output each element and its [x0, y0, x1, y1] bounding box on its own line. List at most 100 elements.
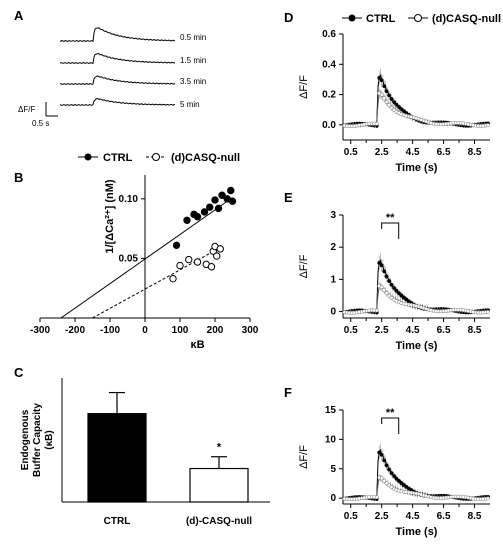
- panel-a-traces: [59, 27, 176, 106]
- point-null: [379, 285, 384, 290]
- point-null: [486, 123, 491, 128]
- point-ctrl: [397, 478, 401, 483]
- trace-2: [59, 52, 176, 64]
- b-point: [218, 191, 226, 199]
- b-xtick-label: 200: [207, 325, 224, 336]
- y-tick-label: 2: [330, 242, 336, 253]
- c-bar: [87, 413, 147, 503]
- point-ctrl: [379, 78, 384, 83]
- point-null: [379, 92, 384, 97]
- x-tick-label: 8.5: [468, 511, 482, 522]
- b-point: [207, 263, 216, 271]
- y-tick-label: 5: [330, 464, 336, 475]
- significance-bracket: [381, 417, 400, 434]
- point-null: [379, 476, 384, 481]
- trace-label-1: 0.5 min: [180, 33, 206, 42]
- panel-e-chart: 0.5 2.5 4.5 6.5 8.5 0 1 2 3 Time (s) ΔF/F **: [298, 210, 491, 352]
- point-ctrl: [384, 463, 389, 468]
- point-null: [382, 288, 387, 293]
- point-ctrl: [379, 263, 384, 268]
- point-null: [382, 96, 387, 101]
- x-tick-label: 6.5: [437, 325, 451, 336]
- point-ctrl: [399, 107, 404, 112]
- b-xtick-label: -300: [30, 325, 50, 336]
- significance-bracket: [381, 222, 400, 239]
- point-ctrl: [389, 97, 394, 101]
- point-ctrl: [382, 458, 387, 463]
- b-fit-line: [60, 197, 233, 319]
- point-null: [374, 495, 379, 500]
- trace-4: [59, 97, 176, 106]
- b-xtick-label: 300: [242, 325, 259, 336]
- y-tick-label: 0.0: [322, 120, 336, 131]
- c-category-label: CTRL: [104, 516, 131, 527]
- point-ctrl: [382, 84, 387, 89]
- point-ctrl: [382, 269, 387, 274]
- point-ctrl: [389, 282, 394, 287]
- b-ytick-label: 0.05: [119, 253, 139, 264]
- significance-label: **: [386, 212, 395, 224]
- point-ctrl: [397, 105, 401, 109]
- point-ctrl: [404, 297, 409, 302]
- point-ctrl: [379, 452, 384, 457]
- b-ytick-label: 0.10: [119, 194, 139, 205]
- point-ctrl: [384, 274, 389, 279]
- point-null: [374, 308, 379, 313]
- point-ctrl: [392, 100, 397, 105]
- point-null: [387, 293, 392, 298]
- b-ylabel: 1/[ΔCa²⁺] (nM): [104, 179, 116, 254]
- b-point: [200, 208, 209, 216]
- c-ylabel: EndogenousBuffer Capacity(κB): [20, 403, 55, 477]
- point-ctrl: [394, 102, 399, 107]
- legend-null-marker: [152, 153, 160, 161]
- point-ctrl: [377, 75, 382, 80]
- point-null: [486, 496, 491, 501]
- x-tick-label: 0.5: [344, 511, 358, 522]
- c-category-label: (d)-CASQ-null: [186, 516, 252, 527]
- point-ctrl: [392, 474, 397, 478]
- y-tick-label: 0.4: [322, 59, 336, 70]
- panel-d-label: D: [284, 10, 293, 25]
- error-bars-null: [344, 88, 489, 128]
- point-ctrl: [399, 481, 404, 485]
- x-tick-label: 4.5: [406, 325, 420, 336]
- b-point: [213, 252, 221, 260]
- x-axis-label: Time (s): [396, 526, 438, 538]
- panel-f-chart: 0.5 2.5 4.5 6.5 8.5 0 5 10 15 Time (s) ΔF/F **: [298, 405, 491, 538]
- x-tick-label: 2.5: [375, 147, 389, 158]
- y-axis-label: ΔF/F: [298, 254, 310, 278]
- y-axis-label: ΔF/F: [298, 75, 310, 99]
- y-tick-label: 15: [325, 405, 337, 416]
- trace-label-3: 3.5 min: [180, 77, 206, 86]
- panel-c-chart: CTRL (d)-CASQ-null * EndogenousBuffer Capac…: [20, 378, 270, 527]
- b-point: [176, 261, 184, 270]
- point-ctrl: [387, 467, 392, 472]
- panel-b-chart: -300 -200 -100 0 100 200 300 0.05 0.10 κB 1/[ΔCa²⁺…: [30, 175, 259, 351]
- trace-label-2: 1.5 min: [180, 56, 206, 65]
- scale-label-x: 0.5 s: [32, 119, 49, 128]
- panel-e-label: E: [284, 190, 293, 205]
- legend-ctrl-label: CTRL: [103, 152, 133, 164]
- scale-label-y: ΔF/F: [18, 105, 35, 114]
- b-point: [172, 241, 181, 250]
- legend-null-label: (d)CASQ-null: [171, 152, 240, 164]
- b-point: [193, 258, 202, 266]
- trace-3: [59, 75, 176, 85]
- significance-label: **: [386, 407, 395, 419]
- y-tick-label: 1: [330, 274, 336, 285]
- b-point: [216, 245, 224, 253]
- x-tick-label: 0.5: [344, 325, 358, 336]
- x-axis-label: Time (s): [396, 162, 438, 174]
- y-tick-label: 0.2: [322, 90, 336, 101]
- point-null: [384, 99, 389, 104]
- point-ctrl: [394, 476, 399, 481]
- point-ctrl: [397, 291, 401, 296]
- point-ctrl: [384, 89, 389, 94]
- b-xtick-label: 100: [172, 325, 189, 336]
- legend-d-ctrl-label: CTRL: [366, 13, 396, 25]
- b-point: [211, 196, 219, 204]
- x-tick-label: 6.5: [437, 147, 451, 158]
- b-point: [169, 274, 177, 283]
- b-xtick-label: -200: [65, 325, 85, 336]
